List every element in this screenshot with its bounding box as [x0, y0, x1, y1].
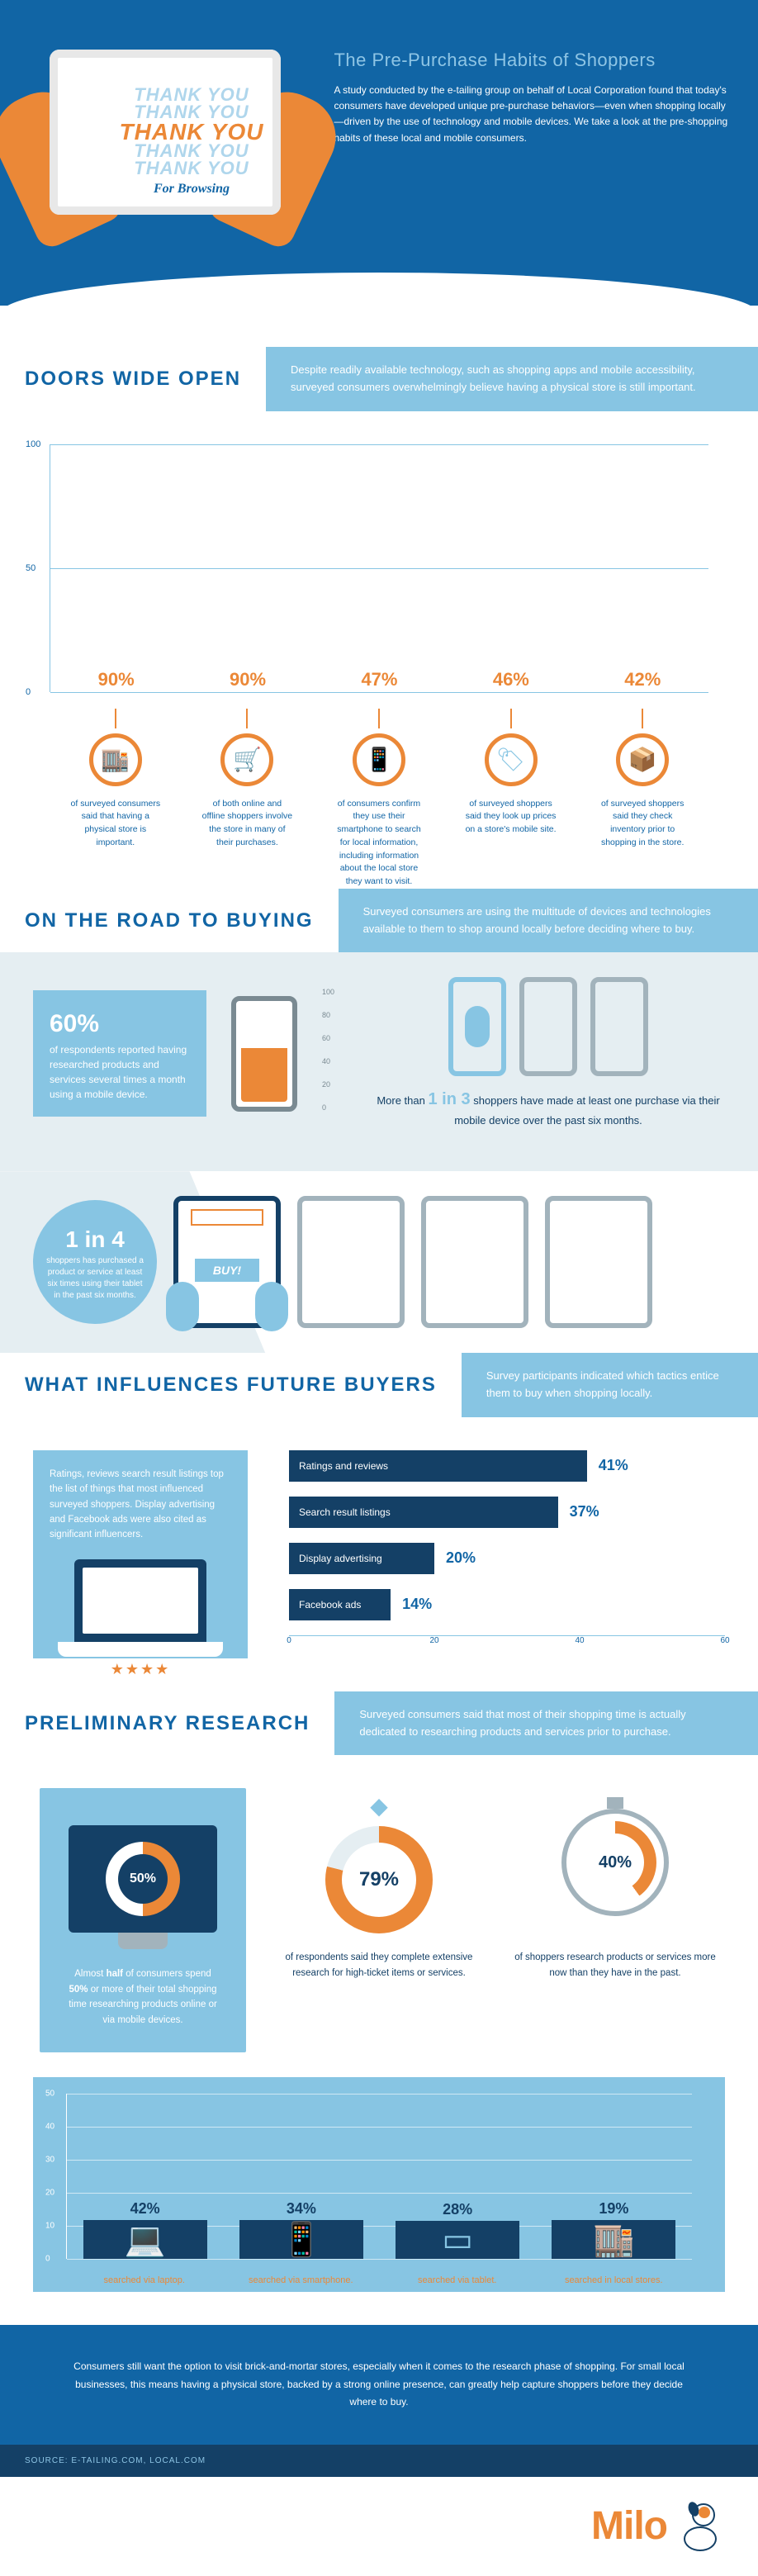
prelim-section: 50%Almost half of consumers spend 50% or… [0, 1755, 758, 2325]
section-title: PRELIMINARY RESEARCH [0, 1691, 334, 1756]
phone-icon [590, 977, 648, 1076]
header-body: A study conducted by the e-tailing group… [334, 83, 730, 146]
laptop-icon: ★★★★ [74, 1559, 206, 1642]
section-desc: Despite readily available technology, su… [266, 347, 758, 411]
p-bar: 42%💻 [83, 2220, 207, 2259]
tablet-icon [297, 1196, 405, 1328]
phone-scale: 020406080100 [322, 996, 347, 1112]
p-caption: searched via smartphone. [238, 2275, 363, 2285]
p-caption: searched via tablet. [395, 2275, 520, 2285]
section-title: DOORS WIDE OPEN [0, 347, 266, 411]
prelim-card: 40%of shoppers research products or serv… [512, 1788, 718, 2052]
bar-caption: 📦of surveyed shoppers said they check in… [596, 709, 689, 889]
tablet-row: 1 in 4 shoppers has purchased a product … [0, 1171, 758, 1353]
thank-you-text: THANK YOU THANK YOU THANK YOU THANK YOU … [97, 87, 286, 195]
bar-caption: 🏬of surveyed consumers said that having … [69, 709, 162, 889]
phone-icon [519, 977, 577, 1076]
section-desc: Surveyed consumers said that most of the… [334, 1691, 758, 1756]
section-desc: Survey participants indicated which tact… [462, 1353, 758, 1417]
tablet-icon [545, 1196, 652, 1328]
header: THANK YOU THANK YOU THANK YOU THANK YOU … [0, 0, 758, 306]
phone-icon [448, 977, 506, 1076]
influence-side-text: Ratings, reviews search result listings … [33, 1450, 248, 1658]
p-bar: 28%▭ [395, 2221, 519, 2259]
influence-section: Ratings, reviews search result listings … [0, 1417, 758, 1691]
section-title: ON THE ROAD TO BUYING [0, 889, 339, 953]
stars-icon: ★★★★ [111, 1658, 171, 1682]
prelim-card: ◆79%of respondents said they complete ex… [276, 1788, 482, 2052]
bar-caption: 🏷of surveyed shoppers said they look up … [465, 709, 557, 889]
bar-caption: 📱of consumers confirm they use their sma… [333, 709, 425, 889]
h-bar: Facebook ads14% [289, 1589, 725, 1620]
prelim-card: 50%Almost half of consumers spend 50% or… [40, 1788, 246, 2052]
doors-chart: 05010090%90%47%46%42% [0, 411, 758, 709]
section-desc: Surveyed consumers are using the multitu… [339, 889, 758, 953]
p-bar: 19%🏬 [552, 2220, 676, 2259]
h-bar: Ratings and reviews41% [289, 1450, 725, 1482]
stat-flag: 60% of respondents reported having resea… [33, 990, 206, 1117]
p-bar: 34%📱 [239, 2220, 363, 2259]
logo-bar: Milo [0, 2477, 758, 2576]
section-heading-road: ON THE ROAD TO BUYING Surveyed consumers… [0, 889, 758, 953]
section-heading-influence: WHAT INFLUENCES FUTURE BUYERS Survey par… [0, 1353, 758, 1417]
h-bar: Display advertising20% [289, 1543, 725, 1574]
section-heading-doors: DOORS WIDE OPEN Despite readily availabl… [0, 347, 758, 411]
prelim-chart: 0102030405042%💻34%📱28%▭19%🏬 searched via… [33, 2077, 725, 2292]
road-section: 60% of respondents reported having resea… [0, 952, 758, 1171]
influence-chart: Ratings and reviews41% Search result list… [281, 1450, 725, 1658]
section-heading-prelim: PRELIMINARY RESEARCH Surveyed consumers … [0, 1691, 758, 1756]
header-copy: The Pre-Purchase Habits of Shoppers A st… [334, 33, 730, 146]
section-title: WHAT INFLUENCES FUTURE BUYERS [0, 1353, 462, 1417]
header-title: The Pre-Purchase Habits of Shoppers [334, 50, 730, 71]
dog-icon [675, 2502, 725, 2551]
tablet-stat-circle: 1 in 4 shoppers has purchased a product … [33, 1200, 157, 1324]
source-bar: SOURCE: E-TAILING.COM, LOCAL.COM [0, 2445, 758, 2477]
phone-fill-gauge [231, 996, 297, 1112]
tablet-illustration: THANK YOU THANK YOU THANK YOU THANK YOU … [25, 33, 306, 231]
milo-logo: Milo [591, 2502, 725, 2551]
p-caption: searched via laptop. [82, 2275, 207, 2285]
phone-stat-text: More than 1 in 3 shoppers have made at l… [372, 1086, 725, 1130]
p-caption: searched in local stores. [551, 2275, 676, 2285]
h-bar: Search result listings37% [289, 1497, 725, 1528]
bar-caption: 🛒of both online and offline shoppers inv… [201, 709, 294, 889]
tablet-icon [421, 1196, 528, 1328]
tablet-icon: BUY! [173, 1196, 281, 1328]
footer-text: Consumers still want the option to visit… [0, 2325, 758, 2445]
